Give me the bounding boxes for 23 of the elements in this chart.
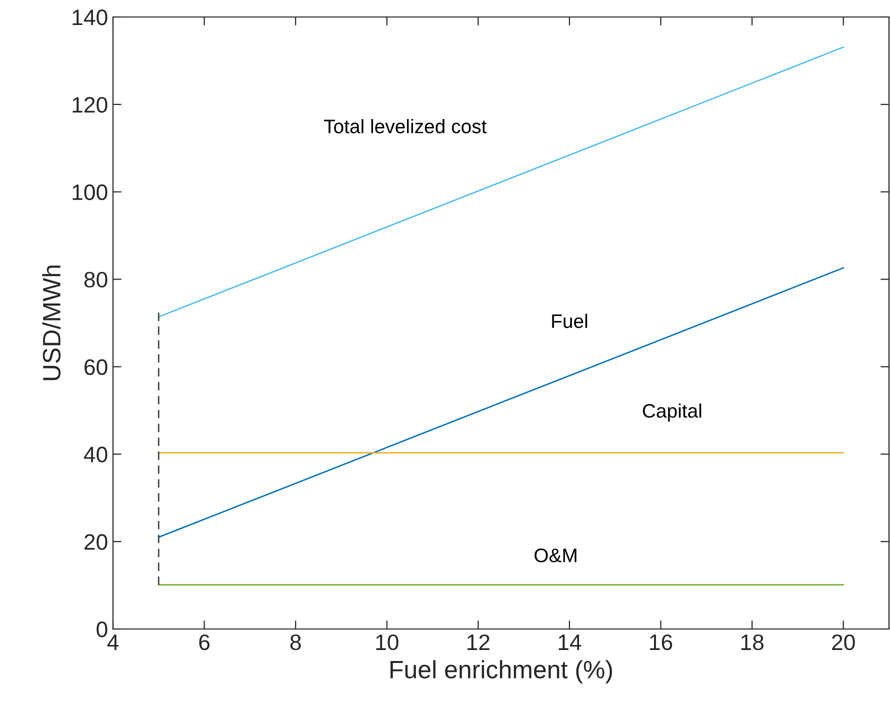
y-tick-label: 140 bbox=[72, 10, 108, 26]
y-axis-title: USD/MWh bbox=[42, 266, 61, 380]
x-axis-title: Fuel enrichment (%) bbox=[390, 660, 612, 684]
y-tick-label: 100 bbox=[72, 184, 108, 200]
series-label: Fuel bbox=[552, 314, 588, 328]
x-tick-label: 4 bbox=[107, 634, 119, 650]
y-tick-label: 60 bbox=[84, 359, 108, 375]
x-tick-label: 6 bbox=[199, 634, 210, 650]
y-tick-label: 120 bbox=[72, 96, 108, 113]
x-tick-label: 12 bbox=[468, 634, 490, 650]
x-tick-label: 10 bbox=[376, 634, 398, 650]
x-tick-label: 18 bbox=[741, 634, 764, 650]
text: Total levelized cost bbox=[324, 119, 487, 134]
x-tick-label: 20 bbox=[832, 634, 855, 650]
x-tick-label: 16 bbox=[650, 634, 672, 650]
y-tick-label: 80 bbox=[84, 272, 108, 288]
y-tick-label: 20 bbox=[84, 534, 108, 550]
x-tick-label: 8 bbox=[290, 634, 301, 650]
series-label: O&M bbox=[534, 548, 576, 562]
y-tick-label: 0 bbox=[96, 622, 108, 638]
series-label: Capital bbox=[642, 403, 702, 422]
y-tick-label: 40 bbox=[84, 446, 108, 462]
x-tick-label: 14 bbox=[558, 634, 582, 650]
